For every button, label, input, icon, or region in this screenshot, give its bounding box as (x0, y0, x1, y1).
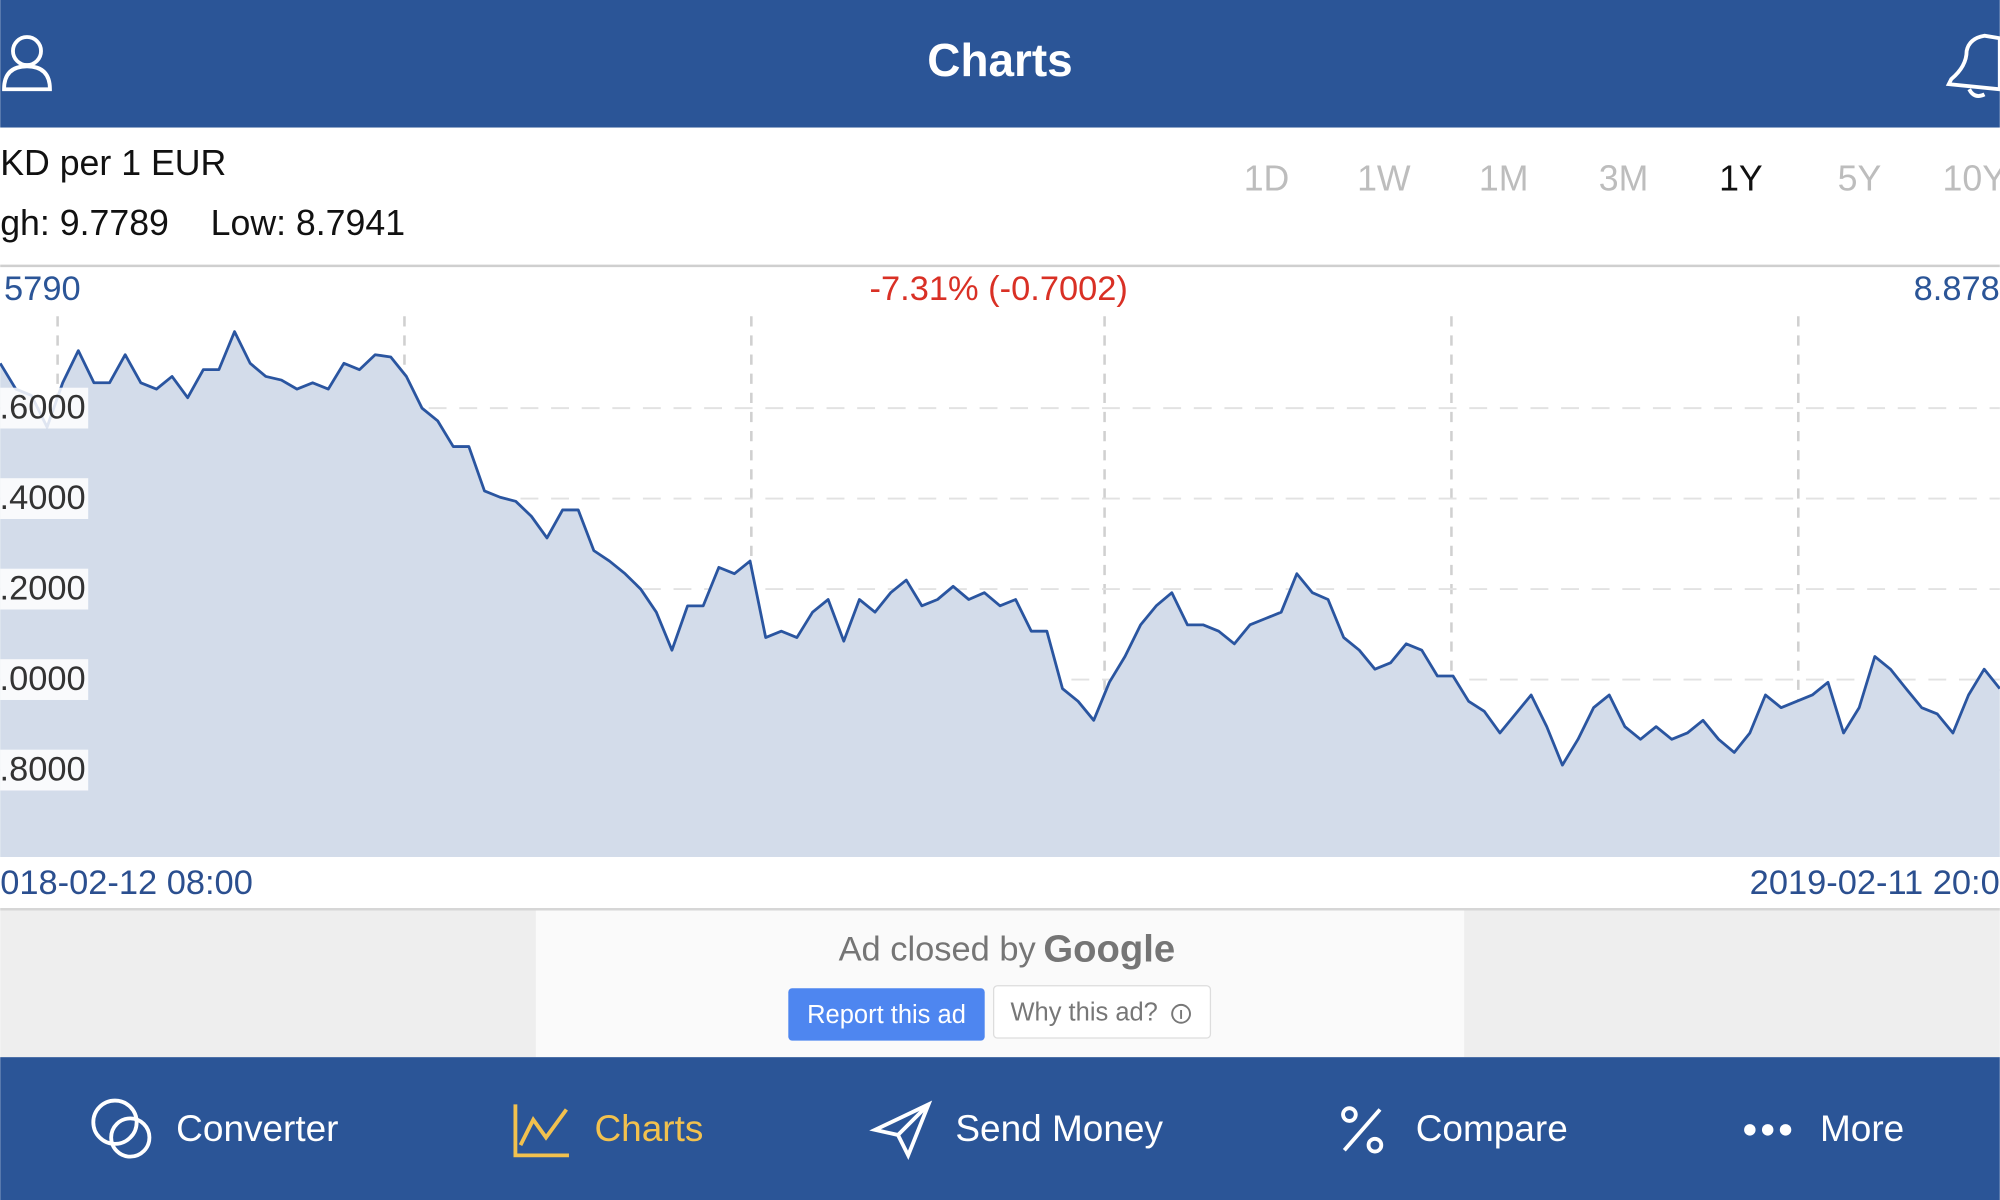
send-money-icon[interactable] (869, 1100, 933, 1161)
top-bar (0, 0, 2000, 128)
profile-icon[interactable] (2, 35, 52, 92)
y-tick-background (0, 478, 89, 520)
y-tick-background (0, 749, 89, 791)
range-button[interactable]: 10Y (1943, 159, 2000, 199)
y-tick-background (0, 659, 89, 700)
range-button[interactable]: 1W (1357, 159, 1411, 199)
high-label: gh: 9.7789 (0, 203, 169, 243)
range-button[interactable]: 1M (1479, 159, 1529, 199)
y-tick-label: 9.6000 (0, 388, 86, 426)
tab-label[interactable]: Send Money (955, 1108, 1163, 1149)
report-ad-label[interactable]: Report this ad (807, 1001, 966, 1029)
tab-label[interactable]: Charts (594, 1108, 703, 1149)
start-value: 5790 (4, 270, 81, 308)
why-ad-button[interactable] (992, 985, 1212, 1039)
x-end-label: 2019-02-11 20:0 (1750, 864, 2000, 902)
y-tick-label: 9.2000 (0, 569, 86, 607)
compare-icon[interactable] (1341, 1106, 1384, 1154)
report-ad-button[interactable] (788, 988, 985, 1041)
end-value: 8.878 (1914, 270, 2000, 308)
converter-icon[interactable] (91, 1098, 152, 1159)
pair-label: KD per 1 EUR (0, 143, 226, 183)
low-label: Low: 8.7941 (211, 203, 405, 243)
info-icon (1171, 1003, 1191, 1024)
tabs: Converter Charts Send Money Compare More (176, 1108, 1904, 1149)
y-tick-background (0, 387, 89, 429)
y-tick-label: 9.0000 (0, 660, 86, 698)
charts-icon[interactable] (513, 1104, 569, 1158)
tab-label[interactable]: Compare (1416, 1108, 1568, 1149)
ad-closed-text: Ad closed by (839, 930, 1037, 968)
y-tick-label: 9.4000 (0, 479, 86, 517)
change-label: -7.31% (-0.7002) (870, 270, 1128, 308)
range-button[interactable]: 5Y (1838, 159, 1882, 199)
tab-label[interactable]: Converter (176, 1108, 338, 1149)
alerts-icon[interactable] (1945, 33, 2000, 98)
range-selector: 1D 1W 1M 3M 1Y 5Y 10Y (1244, 159, 2000, 199)
chart: 8.8000 9.0000 9.2000 9.4000 9.6000 5790 -7.31%… (0, 270, 2000, 902)
y-tick-background (0, 568, 89, 610)
area-fill (0, 331, 2000, 857)
rate-line (0, 330, 2000, 767)
screen-title: Charts (927, 34, 1072, 86)
x-start-label: 018-02-12 08:00 (0, 864, 253, 902)
range-button[interactable]: 1Y (1719, 159, 1763, 199)
y-tick-label: 8.8000 (0, 750, 86, 788)
ad-brand: Google (1043, 927, 1175, 970)
range-button[interactable]: 1D (1244, 159, 1290, 199)
tab-bar (0, 1057, 2000, 1200)
more-icon[interactable] (1744, 1124, 1792, 1136)
tab-label[interactable]: More (1820, 1108, 1904, 1149)
range-button[interactable]: 3M (1599, 159, 1649, 199)
why-ad-label[interactable]: Why this ad? (1010, 999, 1157, 1027)
